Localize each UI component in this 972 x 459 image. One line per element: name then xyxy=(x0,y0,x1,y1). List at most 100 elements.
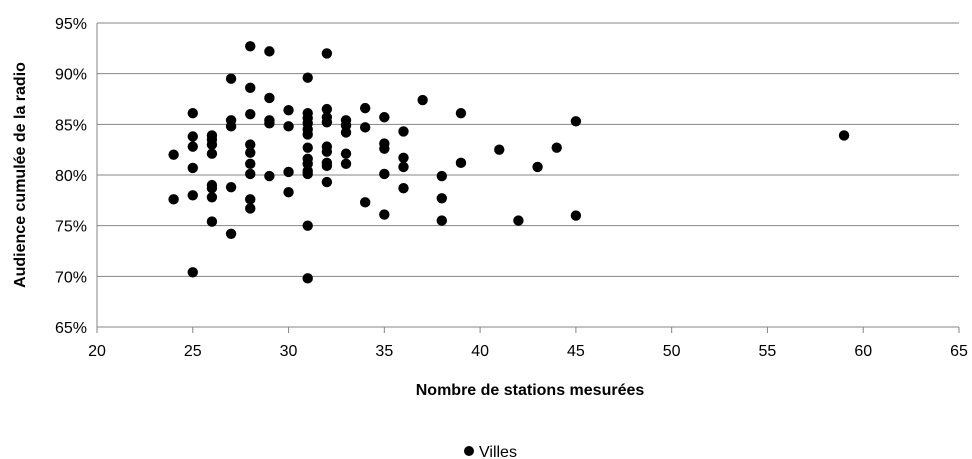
data-point xyxy=(206,216,218,227)
data-point xyxy=(264,92,275,104)
gridlines xyxy=(97,22,959,277)
legend-label-villes: Villes xyxy=(479,444,517,459)
data-point xyxy=(398,182,409,194)
data-point xyxy=(283,104,294,116)
data-point xyxy=(321,160,333,172)
x-tick-label: 50 xyxy=(663,343,681,360)
data-point xyxy=(168,149,179,160)
legend: Villes xyxy=(464,444,517,459)
data-point xyxy=(302,168,313,180)
data-point xyxy=(187,131,198,142)
x-tick-label: 40 xyxy=(471,343,489,360)
data-point xyxy=(283,166,294,178)
data-point xyxy=(302,220,313,231)
data-point xyxy=(398,161,409,173)
data-point xyxy=(570,116,582,127)
data-point xyxy=(245,147,256,158)
data-point xyxy=(321,176,333,188)
data-point xyxy=(245,158,256,170)
data-point xyxy=(379,209,390,220)
y-tick-label: 95% xyxy=(55,16,87,33)
x-tick-label: 20 xyxy=(88,343,106,360)
data-point xyxy=(225,121,237,132)
data-point xyxy=(532,161,543,173)
x-tick-label: 45 xyxy=(567,343,585,360)
axes xyxy=(96,23,960,333)
data-point xyxy=(168,194,179,205)
data-point xyxy=(245,109,256,120)
data-point xyxy=(379,168,390,180)
data-point xyxy=(359,197,371,208)
data-point xyxy=(398,152,409,163)
y-tick-label: 80% xyxy=(55,168,87,185)
data-point xyxy=(206,148,218,159)
data-point xyxy=(455,157,467,169)
data-point xyxy=(321,103,333,115)
data-point xyxy=(551,142,562,153)
data-point xyxy=(359,122,371,133)
data-point xyxy=(436,193,447,204)
y-tick-label: 75% xyxy=(55,219,87,236)
x-tick-label: 55 xyxy=(759,343,777,360)
data-point xyxy=(225,73,237,84)
data-point xyxy=(187,141,198,152)
data-point xyxy=(302,72,313,83)
data-point xyxy=(436,170,447,182)
data-point xyxy=(838,130,850,141)
data-point xyxy=(302,142,313,153)
data-point xyxy=(225,228,237,239)
data-point xyxy=(359,102,371,114)
x-tick-label: 60 xyxy=(854,343,872,360)
x-tick-label: 35 xyxy=(375,343,393,360)
data-point xyxy=(283,121,294,132)
y-tick-label: 65% xyxy=(55,320,87,337)
data-point xyxy=(264,46,275,57)
y-tick-label: 85% xyxy=(55,117,87,134)
data-point xyxy=(302,273,313,284)
data-point xyxy=(398,126,409,137)
data-point xyxy=(245,41,256,52)
data-point xyxy=(283,187,294,198)
x-axis-title: Nombre de stations mesurées xyxy=(416,382,645,399)
data-point xyxy=(455,107,467,119)
y-tick-label: 90% xyxy=(55,67,87,84)
data-point xyxy=(570,210,582,221)
data-points xyxy=(168,41,850,284)
data-point xyxy=(494,144,505,155)
data-point xyxy=(340,127,352,138)
data-point xyxy=(340,148,352,159)
data-point xyxy=(436,215,447,226)
data-point xyxy=(321,48,333,59)
data-point xyxy=(187,107,198,119)
data-point xyxy=(302,129,313,140)
data-point xyxy=(245,139,256,150)
y-axis-title: Audience cumulée de la radio xyxy=(12,62,29,288)
x-tick-label: 25 xyxy=(184,343,202,360)
data-point xyxy=(417,94,428,106)
data-point xyxy=(187,267,198,278)
data-point xyxy=(245,82,256,94)
x-tick-label: 30 xyxy=(280,343,298,360)
data-point xyxy=(379,143,390,154)
data-point xyxy=(245,194,256,205)
data-point xyxy=(264,118,275,129)
data-point xyxy=(206,192,218,203)
data-point xyxy=(321,146,333,157)
data-point xyxy=(340,158,352,170)
x-tick-label: 65 xyxy=(950,343,968,360)
data-point xyxy=(187,190,198,201)
data-point xyxy=(206,182,218,194)
data-point xyxy=(187,162,198,174)
data-point xyxy=(321,117,333,128)
data-point xyxy=(513,215,524,226)
y-tick-label: 70% xyxy=(55,269,87,286)
legend-marker xyxy=(464,446,474,456)
data-point xyxy=(264,170,275,182)
y-tick-labels: 65% 70% 75% 80% 85% 90% 95% xyxy=(55,16,87,337)
data-point xyxy=(245,203,256,214)
data-point xyxy=(379,112,390,123)
data-point xyxy=(225,181,237,193)
data-point xyxy=(206,139,218,150)
data-point xyxy=(245,168,256,180)
